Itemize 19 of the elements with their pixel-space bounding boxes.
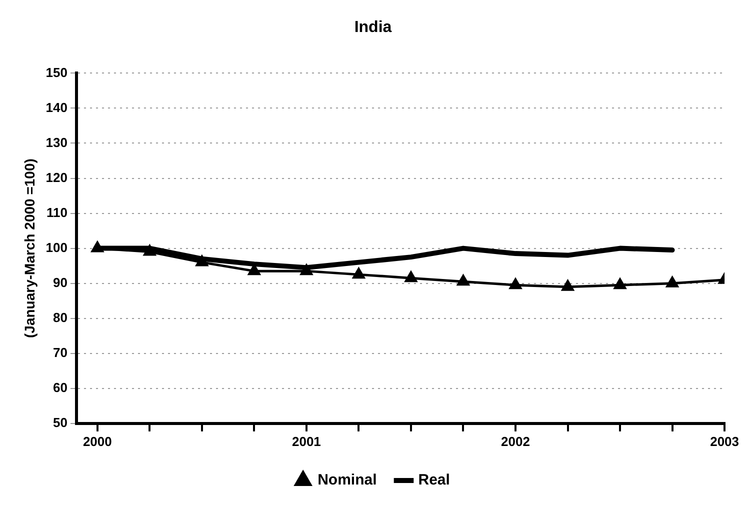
- y-tick-label: 110: [46, 204, 68, 220]
- y-axis-title: (January-March 2000 =100): [21, 158, 38, 338]
- y-tick-label: 120: [46, 170, 68, 185]
- legend-label: Nominal: [318, 472, 377, 489]
- x-tick-label: 2002: [501, 434, 530, 449]
- y-tick-label: 60: [53, 380, 68, 395]
- y-tick-label: 140: [46, 100, 68, 115]
- y-tick-label: 150: [46, 64, 68, 80]
- x-tick-label: 2000: [82, 434, 112, 449]
- y-tick-label: 70: [53, 344, 68, 360]
- y-tick-label: 80: [53, 310, 68, 325]
- y-tick-label: 100: [46, 240, 68, 255]
- y-tick-label: 130: [46, 134, 68, 150]
- y-tick-label: 90: [53, 274, 68, 290]
- legend-label: Real: [418, 472, 450, 489]
- y-tick-label: 50: [53, 414, 68, 430]
- chart-title: India: [354, 19, 392, 36]
- x-tick-label: 2003: [710, 434, 739, 449]
- x-tick-label: 2001: [292, 434, 321, 449]
